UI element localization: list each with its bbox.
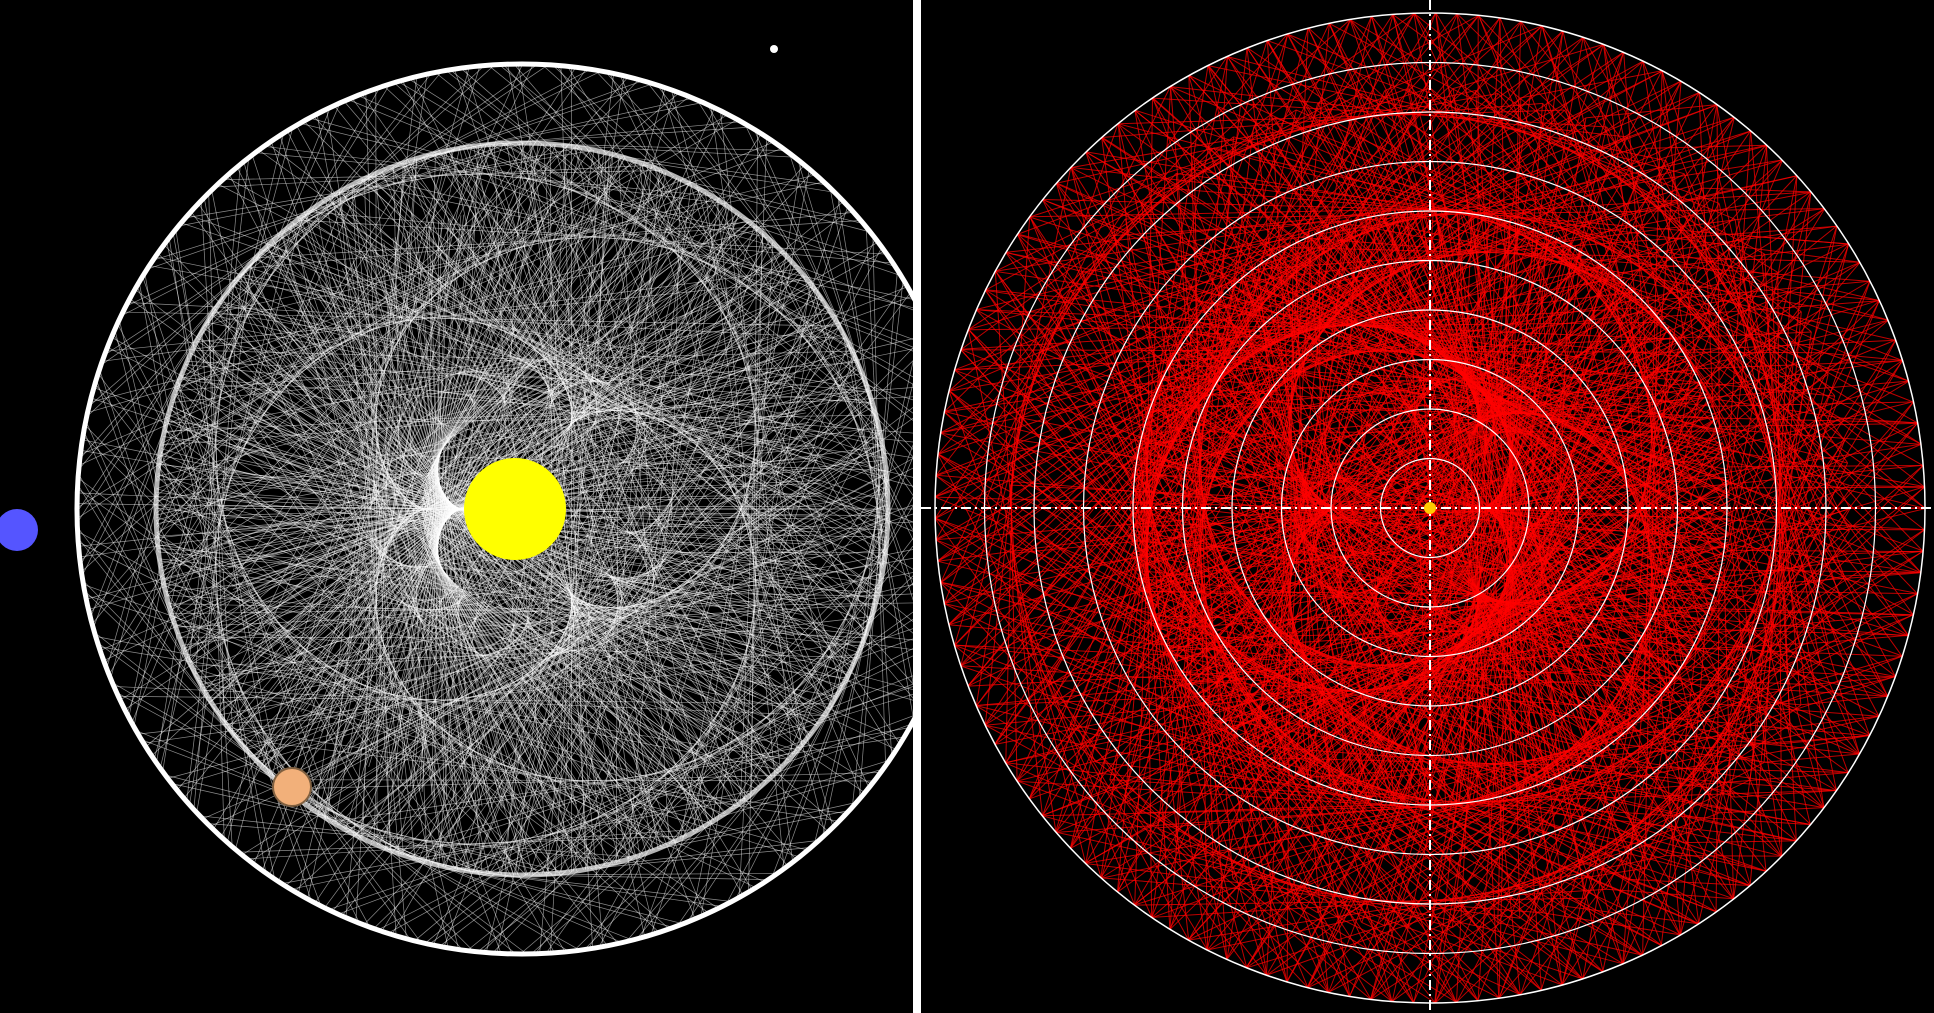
- star: [770, 45, 778, 53]
- orange-planet: [272, 767, 312, 807]
- right-orbit-panel: [921, 0, 1934, 1013]
- blue-planet: [0, 509, 38, 551]
- orbit-line-pattern: [76, 63, 913, 955]
- panel-divider: [913, 0, 921, 1013]
- red-line-pattern: [934, 12, 1926, 1004]
- sun: [464, 458, 566, 560]
- center-marker: [1424, 502, 1436, 514]
- outer-orbit-ring: [74, 61, 913, 957]
- left-orbit-panel: [0, 0, 913, 1013]
- right-orbit-pattern: [921, 0, 1934, 1013]
- left-orbit-pattern: [0, 45, 913, 957]
- grid-ring: [1379, 457, 1481, 559]
- middle-orbit-ring: [153, 140, 891, 878]
